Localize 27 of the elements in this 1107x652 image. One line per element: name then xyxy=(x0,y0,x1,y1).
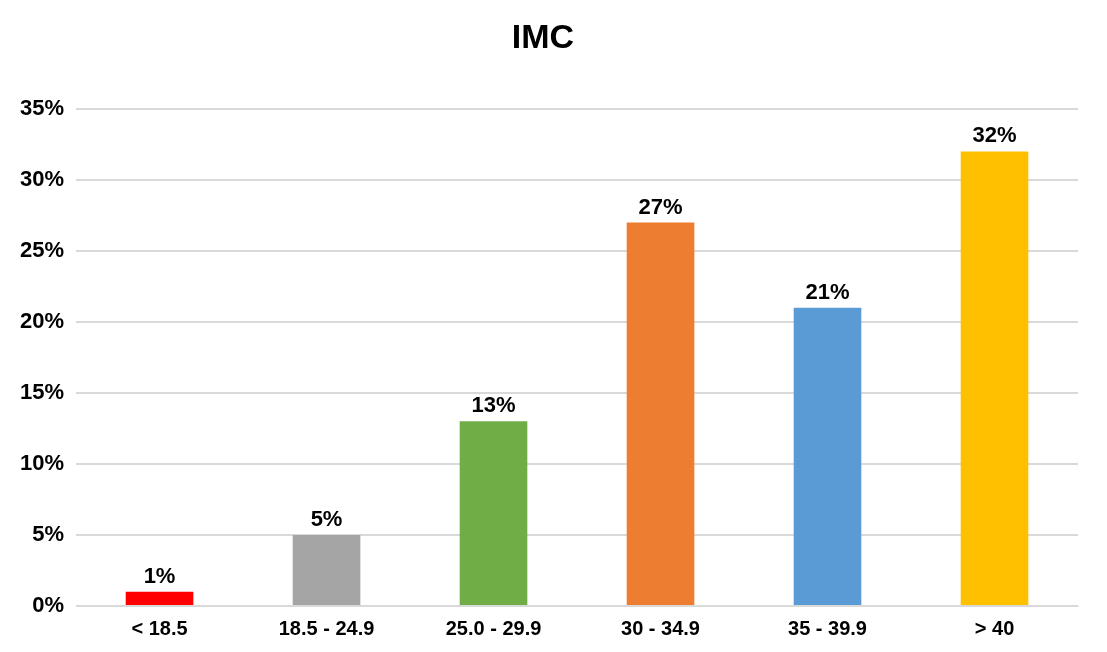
chart-title: IMC xyxy=(511,16,575,55)
data-label: 13% xyxy=(471,392,516,418)
x-tick-label: 30 - 34.9 xyxy=(621,616,700,639)
data-label: 1% xyxy=(143,562,176,588)
y-tick-label: 15% xyxy=(19,378,65,404)
bar xyxy=(793,307,862,605)
y-tick-label: 25% xyxy=(19,236,65,262)
bar xyxy=(626,222,695,605)
bar xyxy=(960,151,1029,605)
y-tick-label: 5% xyxy=(32,521,65,547)
y-tick-label: 0% xyxy=(32,592,65,618)
bar xyxy=(459,421,528,605)
y-tick-label: 35% xyxy=(19,94,65,120)
x-tick-label: 18.5 - 24.9 xyxy=(278,616,375,639)
x-tick-label: 35 - 39.9 xyxy=(788,616,867,639)
bar xyxy=(125,591,194,605)
data-label: 32% xyxy=(972,122,1017,148)
data-label: 27% xyxy=(638,193,683,219)
x-tick-label: > 40 xyxy=(974,616,1015,639)
x-tick-label: 25.0 - 29.9 xyxy=(445,616,542,639)
y-tick-label: 30% xyxy=(19,165,65,191)
y-tick-label: 20% xyxy=(19,307,65,333)
data-label: 5% xyxy=(310,506,343,532)
x-tick-label: < 18.5 xyxy=(131,616,188,639)
data-label: 21% xyxy=(805,278,850,304)
y-tick-label: 10% xyxy=(19,450,65,476)
bar xyxy=(292,534,361,605)
